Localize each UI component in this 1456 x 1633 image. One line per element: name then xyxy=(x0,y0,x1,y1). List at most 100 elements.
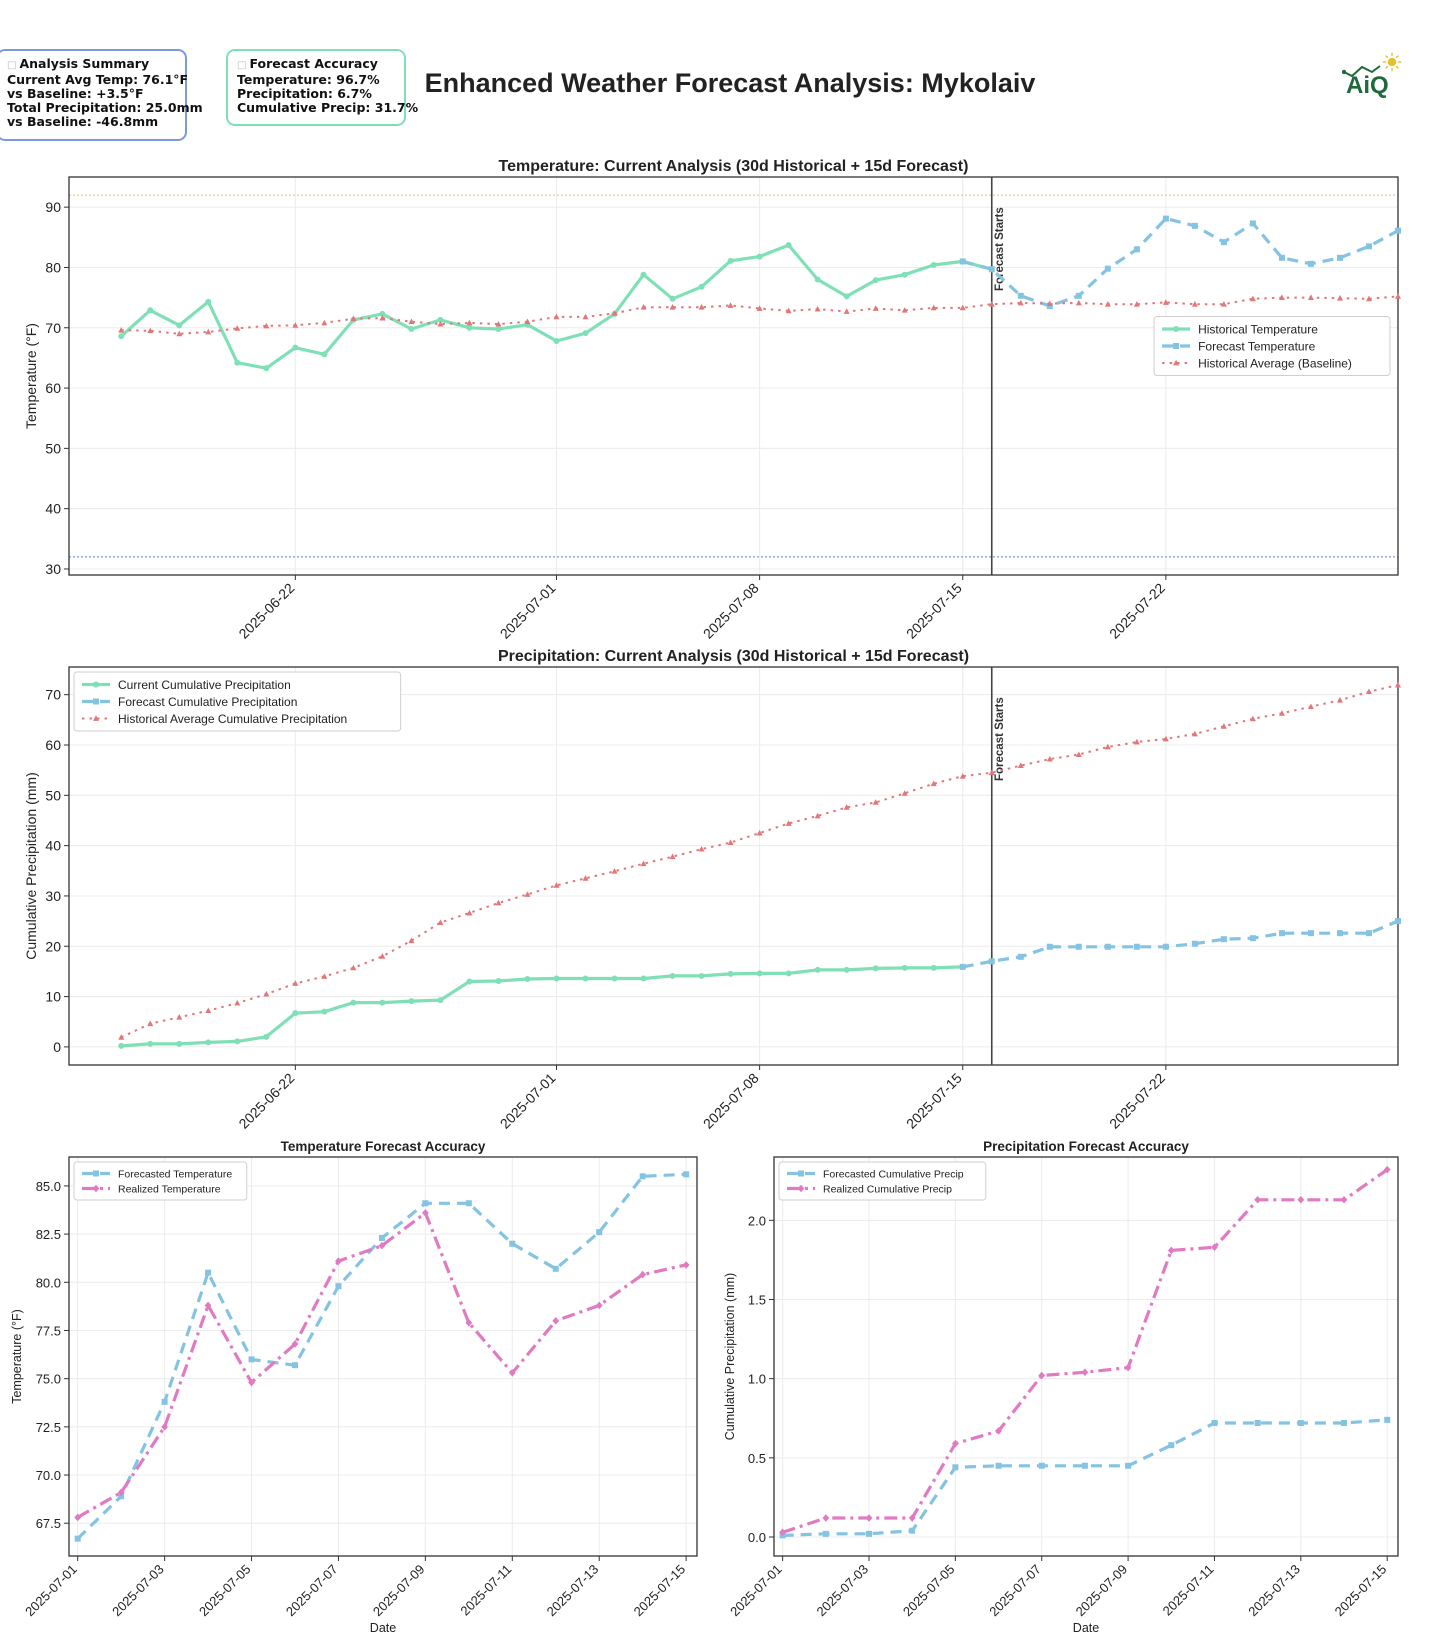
data-point xyxy=(1395,681,1401,688)
data-point xyxy=(1075,751,1082,757)
data-point xyxy=(669,853,676,860)
data-point xyxy=(147,1020,154,1027)
data-point xyxy=(292,322,299,328)
data-point xyxy=(205,1269,212,1276)
data-point xyxy=(1365,243,1372,250)
x-tick-label: 2025-06-22 xyxy=(235,580,297,642)
axes-frame xyxy=(68,1156,698,1557)
data-point xyxy=(727,302,734,308)
data-point xyxy=(321,351,328,358)
data-point xyxy=(640,975,647,982)
data-point xyxy=(408,325,415,332)
y-tick-label: 40 xyxy=(45,838,61,854)
data-point xyxy=(1340,1195,1348,1204)
data-point xyxy=(161,1398,168,1405)
y-tick-label: 40 xyxy=(45,501,61,517)
y-tick-label: 1.0 xyxy=(748,1372,766,1387)
data-point xyxy=(1191,222,1198,229)
data-point xyxy=(263,322,270,329)
data-point xyxy=(321,973,328,979)
y-tick-label: 75.0 xyxy=(36,1372,61,1387)
data-point xyxy=(930,262,937,269)
data-point xyxy=(1191,940,1198,947)
axes-frame xyxy=(773,1156,1399,1557)
data-point xyxy=(1162,943,1169,950)
y-axis-label: Cumulative Precipitation (mm) xyxy=(23,772,39,960)
data-point xyxy=(524,891,531,897)
data-point xyxy=(176,330,183,337)
data-point xyxy=(822,1514,830,1522)
data-point xyxy=(437,316,444,323)
data-point xyxy=(176,1013,183,1020)
data-point xyxy=(205,328,212,335)
data-point xyxy=(552,1265,559,1272)
accuracy-line: Precipitation: 6.7% xyxy=(237,86,372,101)
data-point xyxy=(1307,930,1314,937)
x-tick-label: 2025-07-15 xyxy=(1332,1562,1390,1620)
legend-label: Forecast Cumulative Precipitation xyxy=(118,695,297,709)
data-point xyxy=(1162,299,1169,305)
data-point xyxy=(508,1369,516,1377)
data-point xyxy=(437,997,444,1004)
data-point xyxy=(901,271,908,278)
series-line xyxy=(76,1211,687,1519)
data-point xyxy=(292,980,299,986)
x-tick-label: 2025-07-01 xyxy=(497,580,559,642)
x-tick-label: 2025-07-07 xyxy=(283,1562,341,1620)
data-point xyxy=(1038,1371,1046,1380)
data-point xyxy=(263,1033,270,1040)
x-tick-label: 2025-07-22 xyxy=(1106,580,1168,642)
x-tick-label: 2025-07-05 xyxy=(196,1562,254,1620)
y-tick-label: 70.0 xyxy=(36,1468,61,1483)
data-point xyxy=(553,882,560,888)
x-tick-label: 2025-07-01 xyxy=(22,1562,80,1620)
x-tick-label: 2025-07-15 xyxy=(903,1070,965,1132)
data-point xyxy=(1395,918,1401,925)
data-point xyxy=(1046,303,1053,310)
data-point xyxy=(234,325,241,331)
y-tick-label: 30 xyxy=(45,561,61,577)
data-point xyxy=(1220,239,1227,246)
x-tick-label: 2025-07-09 xyxy=(1073,1562,1131,1620)
data-point xyxy=(1297,1420,1304,1426)
data-point xyxy=(118,1042,125,1049)
legend-marker xyxy=(93,698,99,705)
data-point xyxy=(1046,943,1053,950)
data-point xyxy=(951,1439,959,1448)
data-point xyxy=(1191,301,1198,307)
x-tick-label: 2025-07-05 xyxy=(900,1562,958,1620)
trend-line-icon xyxy=(1343,65,1381,78)
data-point xyxy=(509,1240,516,1247)
x-tick-label: 2025-07-03 xyxy=(813,1562,871,1620)
data-point xyxy=(582,313,589,320)
data-point xyxy=(872,965,879,972)
data-point xyxy=(901,964,908,971)
legend-label: Forecasted Temperature xyxy=(118,1168,232,1180)
data-point xyxy=(524,318,531,325)
data-point xyxy=(872,305,879,311)
data-point xyxy=(1104,743,1111,750)
data-point xyxy=(952,1464,959,1471)
data-point xyxy=(118,326,125,333)
forecast-start-label: Forecast Starts xyxy=(994,697,1006,781)
y-tick-label: 77.5 xyxy=(36,1323,61,1338)
data-point xyxy=(1075,299,1082,306)
data-point xyxy=(1307,260,1314,267)
data-point xyxy=(1278,710,1285,716)
data-point xyxy=(495,899,502,906)
data-point xyxy=(995,1462,1002,1469)
data-point xyxy=(1249,715,1256,722)
data-point xyxy=(1336,295,1343,301)
chart-title: Temperature: Current Analysis (30d Histo… xyxy=(499,158,969,175)
data-point xyxy=(756,305,763,311)
data-point xyxy=(1124,1363,1132,1372)
data-point xyxy=(1081,1462,1088,1469)
data-point xyxy=(843,966,850,973)
data-point xyxy=(1278,254,1285,261)
data-point xyxy=(822,1530,829,1537)
data-point xyxy=(1365,688,1372,695)
x-tick-label: 2025-07-07 xyxy=(986,1562,1044,1620)
data-point xyxy=(756,253,763,260)
accuracy-heading: Forecast Accuracy xyxy=(237,57,394,73)
data-point xyxy=(1365,930,1372,937)
